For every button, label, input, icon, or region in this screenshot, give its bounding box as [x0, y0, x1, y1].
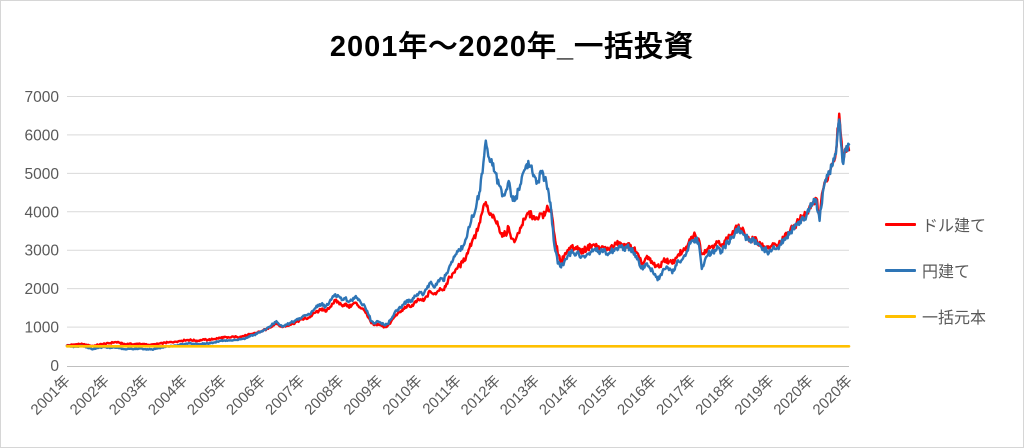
legend-swatch-principal	[885, 314, 916, 318]
y-axis-tick-label: 4000	[25, 204, 60, 221]
y-axis-tick-label: 7000	[25, 89, 60, 106]
y-axis-tick-label: 1000	[25, 320, 60, 337]
legend-item-principal: 一括元本	[885, 306, 987, 327]
x-axis-tick-label: 2001年	[28, 372, 74, 418]
x-axis-tick-label: 2006年	[223, 372, 269, 418]
x-axis-tick-label: 2017年	[653, 372, 699, 418]
legend-swatch-usd	[885, 222, 916, 226]
series-line-usd	[65, 112, 851, 348]
y-axis-tick-label: 0	[50, 358, 59, 375]
y-axis-tick-label: 5000	[25, 166, 60, 183]
x-axis-tick-label: 2015年	[575, 372, 621, 418]
x-axis-tick-label: 2016年	[614, 372, 660, 418]
x-axis-tick-label: 2007年	[262, 372, 308, 418]
legend-label-principal: 一括元本	[922, 310, 987, 327]
x-axis-tick-label: 2012年	[458, 372, 504, 418]
x-axis-tick-label: 2002年	[67, 372, 113, 418]
series-line-jpy	[65, 118, 851, 351]
x-axis-tick-label: 2011年	[419, 372, 464, 417]
legend-item-jpy: 円建て	[885, 260, 986, 281]
x-axis-tick-label: 2014年	[536, 372, 582, 418]
x-axis-tick-label: 2010年	[380, 372, 426, 418]
legend-swatch-jpy	[885, 268, 916, 272]
x-axis-tick-label: 2005年	[184, 372, 230, 418]
chart-legend: ドル建て 円建て 一括元本	[885, 214, 986, 352]
x-axis-tick-label: 2004年	[145, 372, 191, 418]
y-axis-tick-label: 6000	[25, 127, 60, 144]
x-axis-tick-label: 2018年	[692, 372, 738, 418]
chart-title: 2001年～2020年_一括投資	[329, 31, 695, 63]
legend-item-usd: ドル建て	[885, 214, 987, 235]
x-axis-tick-label: 2008年	[301, 372, 347, 418]
x-axis-tick-label: 2020年	[771, 372, 817, 418]
x-axis-tick-label: 2019年	[731, 372, 777, 418]
y-axis-tick-label: 3000	[25, 243, 60, 260]
legend-label-jpy: 円建て	[922, 264, 971, 281]
x-axis-tick-label: 2013年	[497, 372, 543, 418]
x-axis-tick-label: 2009年	[340, 372, 386, 418]
x-axis-tick-label: 2003年	[106, 372, 152, 418]
legend-label-usd: ドル建て	[922, 218, 987, 235]
y-axis-tick-label: 2000	[25, 281, 60, 298]
x-axis-tick-label: 2020年	[810, 372, 856, 418]
